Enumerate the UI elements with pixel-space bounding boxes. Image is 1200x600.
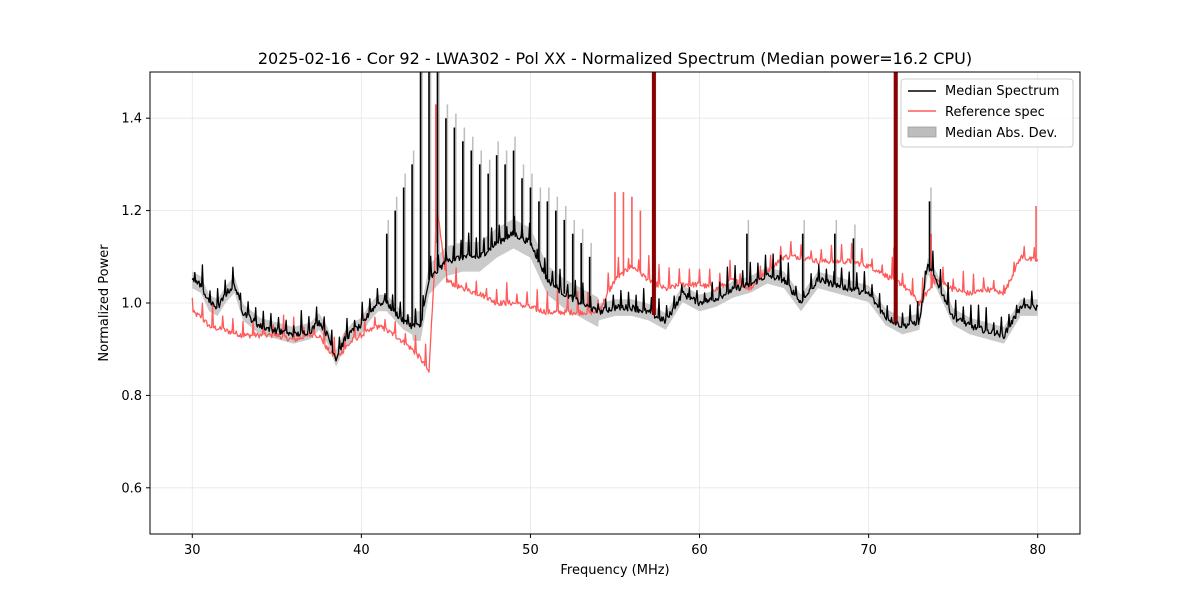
data-layer: [191, 72, 1039, 373]
y-tick-label: 0.6: [121, 481, 142, 496]
x-tick-label: 80: [1029, 543, 1046, 558]
y-tick-label: 1.2: [121, 204, 142, 219]
x-tick-label: 70: [860, 543, 877, 558]
x-axis-label: Frequency (MHz): [560, 563, 669, 578]
y-axis-label: Normalized Power: [97, 244, 112, 362]
y-tick-label: 1.0: [121, 297, 142, 312]
mad-band: [192, 218, 1038, 367]
legend-median-label: Median Spectrum: [945, 84, 1059, 99]
x-tick-label: 30: [184, 543, 201, 558]
y-tick-label: 0.8: [121, 389, 142, 404]
y-tick-label: 1.4: [121, 112, 142, 127]
legend-mad-swatch: [907, 126, 937, 138]
chart-title: 2025-02-16 - Cor 92 - LWA302 - Pol XX - …: [258, 49, 972, 68]
legend-reference-label: Reference spec: [945, 105, 1045, 120]
ticks-layer: 30 40 50 60 70 80 0.6 0.8 1.0 1.2 1.4: [121, 112, 1046, 558]
x-tick-label: 40: [353, 543, 370, 558]
legend-box: [900, 78, 1074, 148]
x-tick-label: 50: [522, 543, 539, 558]
legend: Median Spectrum Reference spec Median Ab…: [900, 78, 1074, 148]
x-tick-label: 60: [691, 543, 708, 558]
legend-mad-label: Median Abs. Dev.: [945, 126, 1057, 141]
